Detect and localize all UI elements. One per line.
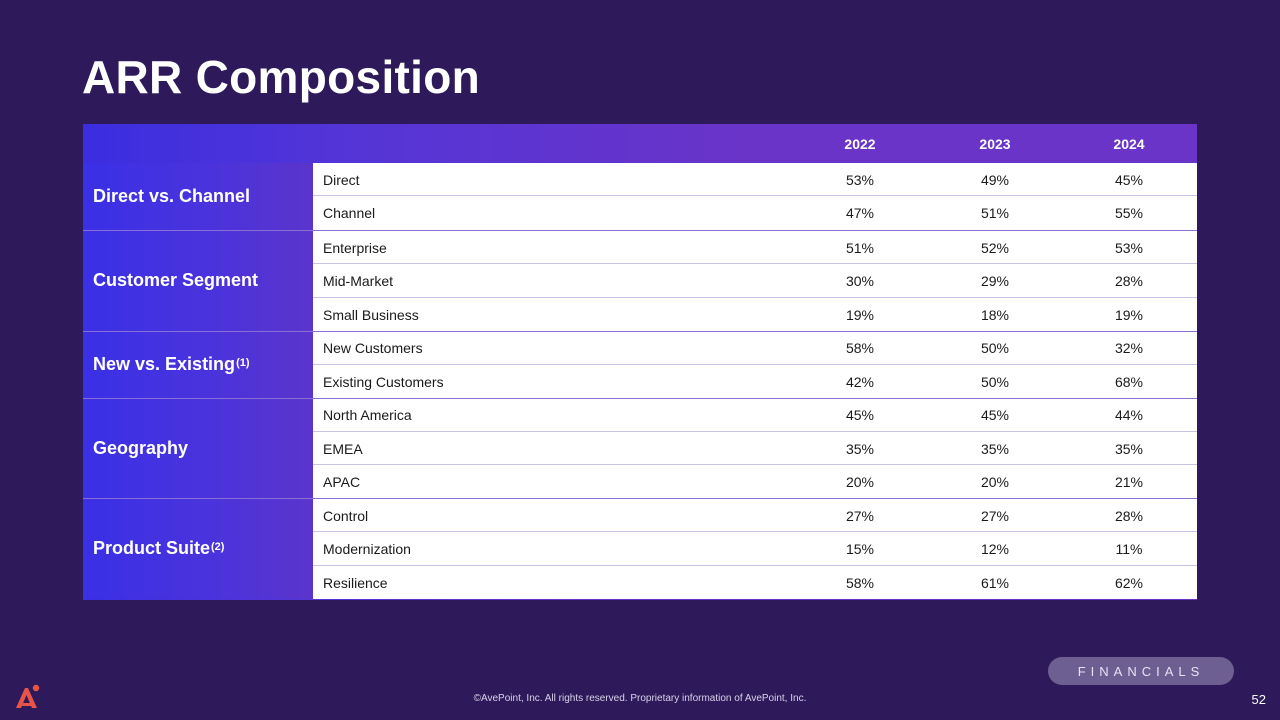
section-pill: FINANCIALS bbox=[1048, 657, 1234, 685]
footer-copyright: ©AvePoint, Inc. All rights reserved. Pro… bbox=[473, 693, 807, 704]
column-header-2023: 2023 bbox=[979, 135, 1011, 152]
cell-value-2022: 47% bbox=[845, 205, 875, 221]
group-label: Geography bbox=[83, 398, 313, 498]
cell-value-2024: 68% bbox=[1114, 373, 1144, 390]
column-header-2022: 2022 bbox=[844, 135, 876, 152]
cell-value-2022: 27% bbox=[845, 507, 875, 524]
cell-value-2022: 30% bbox=[845, 273, 875, 289]
cell-value-2023: 45% bbox=[980, 407, 1010, 423]
row-label: New Customers bbox=[323, 340, 423, 356]
column-header-2024: 2024 bbox=[1113, 135, 1145, 152]
group-label: Direct vs. Channel bbox=[83, 163, 313, 230]
row-label: EMEA bbox=[323, 440, 363, 457]
table-row: Small Business 19% 18% 19% bbox=[313, 298, 1197, 331]
table-header-row: 2022 2023 2024 bbox=[83, 124, 1197, 163]
cell-value-2024: 53% bbox=[1114, 239, 1144, 256]
cell-value-2022: 15% bbox=[845, 541, 875, 557]
table-row: Direct 53% 49% 45% bbox=[313, 163, 1197, 196]
table-row: Enterprise 51% 52% 53% bbox=[313, 231, 1197, 264]
cell-value-2022: 35% bbox=[845, 440, 875, 457]
cell-value-2024: 19% bbox=[1114, 306, 1144, 323]
row-label: Mid-Market bbox=[323, 273, 394, 289]
cell-value-2022: 53% bbox=[845, 171, 875, 188]
group-label: Product Suite (2) bbox=[83, 499, 313, 599]
group-label-text: Direct vs. Channel bbox=[93, 186, 251, 206]
cell-value-2022: 51% bbox=[845, 239, 875, 256]
cell-value-2024: 28% bbox=[1114, 273, 1144, 289]
cell-value-2023: 50% bbox=[980, 373, 1010, 390]
page-title: ARR Composition bbox=[82, 51, 481, 103]
row-label: North America bbox=[323, 407, 412, 423]
cell-value-2024: 21% bbox=[1114, 474, 1144, 490]
table-row: Existing Customers 42% 50% 68% bbox=[313, 365, 1197, 398]
cell-value-2023: 52% bbox=[980, 239, 1010, 256]
table-group: New vs. Existing (1) New Customers 58% 50% 32… bbox=[83, 330, 1197, 398]
group-rows: North America 45% 45% 44% EMEA 35% 35% 35% APAC 2… bbox=[313, 398, 1197, 499]
cell-value-2023: 18% bbox=[980, 306, 1010, 323]
cell-value-2023: 27% bbox=[980, 507, 1010, 524]
row-label: Existing Customers bbox=[323, 373, 444, 390]
group-label-text: Product Suite bbox=[93, 538, 211, 559]
cell-value-2023: 12% bbox=[980, 541, 1010, 557]
table-group: Product Suite (2) Control 27% 27% 28% Moderniz… bbox=[83, 498, 1197, 599]
group-rows: Enterprise 51% 52% 53% Mid-Market 30% 29% 28% Sm… bbox=[313, 231, 1197, 331]
cell-value-2024: 35% bbox=[1114, 440, 1144, 457]
row-label: APAC bbox=[323, 474, 361, 490]
cell-value-2022: 45% bbox=[845, 407, 875, 423]
cell-value-2023: 29% bbox=[980, 273, 1010, 289]
cell-value-2023: 50% bbox=[980, 340, 1010, 356]
table-row: Resilience 58% 61% 62% bbox=[313, 566, 1197, 599]
row-label: Small Business bbox=[323, 306, 419, 323]
cell-value-2023: 61% bbox=[980, 574, 1010, 591]
group-rows: Direct 53% 49% 45% Channel 47% 51% 55% bbox=[313, 163, 1197, 230]
page-number: 52 bbox=[1251, 692, 1266, 707]
row-label: Control bbox=[323, 507, 369, 524]
table-row: EMEA 35% 35% 35% bbox=[313, 432, 1197, 465]
table-group: Geography North America 45% 45% 44% EMEA 35% 35… bbox=[83, 397, 1197, 499]
table-group: Customer Segment Enterprise 51% 52% 53% Mid-M… bbox=[83, 230, 1197, 331]
table-row: North America 45% 45% 44% bbox=[313, 399, 1197, 432]
cell-value-2022: 42% bbox=[845, 373, 875, 390]
table-group: Direct vs. Channel Direct 53% 49% 45% Channel… bbox=[83, 163, 1197, 230]
group-label-text: Customer Segment bbox=[93, 270, 259, 291]
cell-value-2024: 55% bbox=[1114, 205, 1144, 221]
cell-value-2023: 49% bbox=[980, 171, 1010, 188]
group-label-text: New vs. Existing bbox=[93, 354, 236, 374]
table-row: APAC 20% 20% 21% bbox=[313, 466, 1197, 499]
cell-value-2022: 20% bbox=[845, 474, 875, 490]
cell-value-2024: 32% bbox=[1114, 340, 1144, 356]
group-label: Customer Segment bbox=[83, 231, 313, 331]
cell-value-2024: 62% bbox=[1114, 574, 1144, 591]
cell-value-2024: 45% bbox=[1114, 171, 1144, 188]
footnote-marker: (1) bbox=[236, 356, 250, 369]
row-label: Enterprise bbox=[323, 239, 387, 256]
group-label: New vs. Existing (1) bbox=[83, 331, 313, 398]
footnote-marker: (2) bbox=[211, 540, 225, 553]
row-label: Direct bbox=[323, 171, 360, 188]
group-rows: Control 27% 27% 28% Modernization 15% 12% 11% Re… bbox=[313, 499, 1197, 599]
cell-value-2023: 20% bbox=[980, 474, 1010, 490]
cell-value-2023: 35% bbox=[980, 440, 1010, 457]
cell-value-2022: 19% bbox=[845, 306, 875, 323]
cell-value-2023: 51% bbox=[980, 205, 1010, 221]
row-label: Modernization bbox=[323, 541, 411, 557]
table-row: Control 27% 27% 28% bbox=[313, 499, 1197, 532]
table-row: Channel 47% 51% 55% bbox=[313, 197, 1197, 230]
group-rows: New Customers 58% 50% 32% Existing Customers… bbox=[313, 331, 1197, 398]
avepoint-logo-icon bbox=[16, 684, 40, 708]
cell-value-2022: 58% bbox=[845, 574, 875, 591]
cell-value-2024: 44% bbox=[1114, 407, 1144, 423]
table-row: Modernization 15% 12% 11% bbox=[313, 533, 1197, 566]
cell-value-2024: 28% bbox=[1114, 507, 1144, 524]
cell-value-2024: 11% bbox=[1115, 541, 1143, 557]
arr-composition-table: 2022 2023 2024 Direct vs. Channel Direct 5… bbox=[83, 124, 1197, 600]
cell-value-2022: 58% bbox=[845, 340, 875, 356]
table-row: New Customers 58% 50% 32% bbox=[313, 332, 1197, 365]
group-label-text: Geography bbox=[93, 437, 189, 458]
row-label: Channel bbox=[323, 205, 376, 221]
row-label: Resilience bbox=[323, 574, 388, 591]
table-row: Mid-Market 30% 29% 28% bbox=[313, 265, 1197, 298]
